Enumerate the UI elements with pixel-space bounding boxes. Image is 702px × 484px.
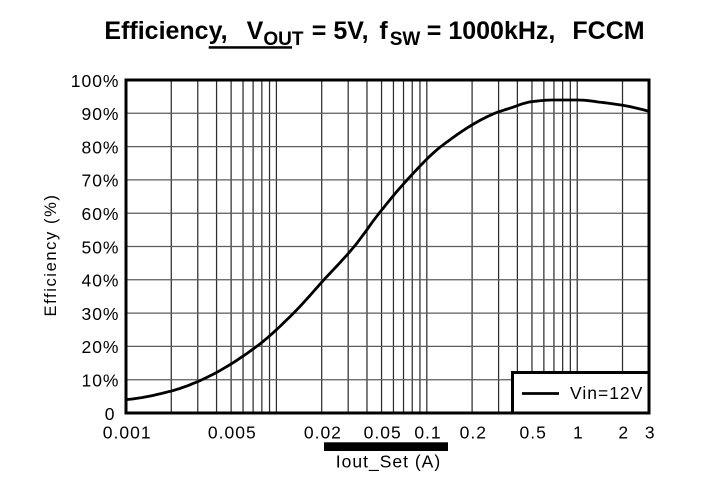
svg-text:0.1: 0.1 bbox=[414, 423, 441, 443]
svg-text:80%: 80% bbox=[81, 137, 119, 157]
svg-text:0.005: 0.005 bbox=[208, 423, 257, 443]
svg-text:70%: 70% bbox=[81, 171, 119, 191]
svg-text:Vin=12V: Vin=12V bbox=[570, 383, 643, 403]
svg-text:60%: 60% bbox=[81, 204, 119, 224]
svg-text:0.2: 0.2 bbox=[460, 423, 487, 443]
svg-text:Efficiency, VOUT = 5V, fSW = 1: Efficiency, VOUT = 5V, f SW = 1000kHz, FC… bbox=[104, 17, 644, 50]
svg-text:0: 0 bbox=[105, 404, 116, 424]
svg-text:10%: 10% bbox=[81, 371, 119, 391]
svg-text:0.05: 0.05 bbox=[364, 423, 402, 443]
svg-text:50%: 50% bbox=[81, 237, 119, 257]
svg-text:1: 1 bbox=[573, 423, 584, 443]
svg-text:0.02: 0.02 bbox=[304, 423, 342, 443]
svg-text:40%: 40% bbox=[81, 271, 119, 291]
svg-text:0.5: 0.5 bbox=[520, 423, 547, 443]
svg-text:Iout_Set (A): Iout_Set (A) bbox=[336, 452, 441, 473]
svg-text:Efficiency (%): Efficiency (%) bbox=[42, 194, 60, 317]
svg-text:0.001: 0.001 bbox=[103, 423, 152, 443]
svg-text:30%: 30% bbox=[81, 304, 119, 324]
svg-text:100%: 100% bbox=[71, 71, 120, 91]
svg-text:20%: 20% bbox=[81, 337, 119, 357]
svg-text:2: 2 bbox=[618, 423, 629, 443]
svg-text:3: 3 bbox=[645, 423, 656, 443]
svg-text:90%: 90% bbox=[81, 104, 119, 124]
